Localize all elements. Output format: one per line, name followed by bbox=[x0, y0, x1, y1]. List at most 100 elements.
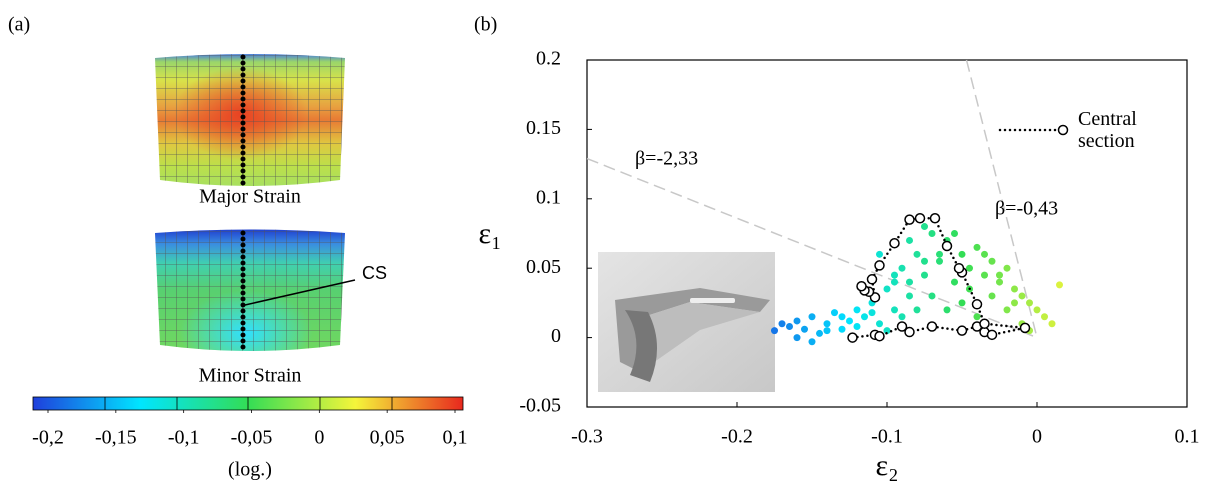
strain-point bbox=[838, 325, 846, 333]
strain-point bbox=[1041, 313, 1048, 321]
strain-point bbox=[943, 306, 951, 314]
strain-point bbox=[808, 313, 816, 321]
strain-point bbox=[883, 285, 891, 293]
strain-point bbox=[853, 322, 861, 330]
y-tick-label: 0.1 bbox=[536, 186, 561, 208]
strain-point bbox=[838, 313, 846, 321]
legend-marker bbox=[1057, 124, 1069, 136]
strain-point bbox=[936, 250, 943, 258]
reference-line bbox=[586, 157, 1038, 339]
strain-point bbox=[846, 317, 853, 325]
strain-point bbox=[1018, 292, 1026, 300]
strain-point bbox=[868, 309, 876, 317]
strain-point bbox=[786, 322, 793, 330]
section-point bbox=[979, 318, 990, 329]
strain-point bbox=[996, 278, 1003, 286]
y-tick-label: -0.05 bbox=[519, 395, 561, 417]
section-point bbox=[1019, 322, 1031, 334]
colorbar-tick-label: -0,05 bbox=[231, 427, 273, 449]
section-point bbox=[929, 212, 941, 224]
strain-point bbox=[1048, 320, 1056, 328]
strain-point bbox=[861, 313, 868, 321]
strain-point bbox=[988, 257, 996, 265]
strain-point bbox=[1033, 306, 1041, 314]
minor-strain-map bbox=[155, 229, 356, 353]
strain-point bbox=[936, 257, 943, 265]
strain-point bbox=[801, 325, 808, 333]
strain-point bbox=[966, 264, 973, 272]
x-tick-label: -0.2 bbox=[721, 426, 753, 448]
section-point bbox=[904, 326, 915, 338]
strain-point bbox=[793, 317, 801, 325]
strain-point bbox=[906, 292, 913, 300]
y-tick-label: 0.2 bbox=[536, 48, 561, 70]
strain-point bbox=[1003, 306, 1011, 314]
inset-photo bbox=[598, 252, 775, 392]
strain-point bbox=[958, 250, 966, 258]
reference-label: β=-2,33 bbox=[635, 148, 698, 170]
strain-point bbox=[1003, 264, 1011, 272]
panel-label: (a) bbox=[8, 14, 30, 36]
strain-point bbox=[831, 309, 838, 317]
strain-point bbox=[771, 327, 778, 335]
colorbar-tick-label: 0,1 bbox=[443, 427, 468, 449]
strain-point bbox=[891, 278, 898, 286]
strain-point bbox=[928, 292, 936, 300]
strain-point bbox=[958, 299, 966, 307]
colorbar-unit: (log.) bbox=[228, 459, 272, 481]
y-axis-label: ε₁ bbox=[478, 217, 501, 250]
map-caption: Major Strain bbox=[199, 186, 301, 208]
colorbar-tick-label: -0,2 bbox=[32, 427, 64, 449]
colorbar-tick-label: -0,1 bbox=[168, 427, 200, 449]
strain-point bbox=[928, 230, 936, 237]
strain-point bbox=[906, 278, 913, 286]
strain-point bbox=[913, 250, 921, 258]
strain-point bbox=[853, 306, 861, 314]
strain-point bbox=[898, 313, 906, 321]
strain-point bbox=[1056, 281, 1063, 289]
strain-point bbox=[891, 271, 898, 279]
colorbar-tick-label: 0 bbox=[314, 427, 324, 449]
reference-label: β=-0,43 bbox=[995, 198, 1058, 220]
strain-point bbox=[823, 327, 831, 335]
strain-point bbox=[951, 278, 958, 286]
legend-label: Central section bbox=[1078, 108, 1137, 152]
strain-point bbox=[816, 329, 823, 337]
strain-point bbox=[996, 271, 1003, 279]
x-tick-label: -0.3 bbox=[571, 426, 603, 448]
strain-point bbox=[898, 264, 906, 272]
y-tick-label: 0 bbox=[551, 325, 561, 347]
colorbar-tick-label: -0,15 bbox=[95, 427, 137, 449]
strain-point bbox=[906, 236, 913, 244]
strain-point bbox=[921, 271, 928, 279]
cs-annotation: CS bbox=[362, 263, 387, 283]
map-caption: Minor Strain bbox=[199, 365, 302, 387]
section-point bbox=[926, 321, 938, 332]
strain-point bbox=[1011, 299, 1018, 307]
strain-point bbox=[1026, 299, 1033, 307]
strain-point bbox=[988, 292, 996, 300]
strain-point bbox=[973, 243, 981, 251]
section-point bbox=[874, 260, 885, 271]
legend-label-box: Central section bbox=[1078, 108, 1137, 152]
strain-point bbox=[876, 320, 883, 328]
section-point bbox=[914, 212, 926, 224]
strain-point bbox=[981, 250, 988, 258]
section-point bbox=[956, 325, 968, 336]
strain-point bbox=[921, 223, 928, 231]
strain-point bbox=[973, 313, 981, 321]
y-tick-label: 0.05 bbox=[526, 256, 561, 278]
strain-point bbox=[921, 257, 928, 265]
x-tick-label: 0 bbox=[1032, 426, 1042, 448]
x-tick-label: -0.1 bbox=[871, 426, 903, 448]
section-point bbox=[904, 214, 915, 225]
section-point bbox=[941, 240, 953, 252]
strain-point bbox=[823, 320, 831, 328]
strain-point bbox=[876, 250, 883, 258]
section-point bbox=[866, 274, 878, 285]
strain-point bbox=[891, 306, 898, 314]
strain-point bbox=[1011, 285, 1018, 293]
section-point bbox=[856, 280, 867, 292]
section-point bbox=[986, 329, 998, 341]
x-tick-label: 0.1 bbox=[1175, 426, 1200, 448]
